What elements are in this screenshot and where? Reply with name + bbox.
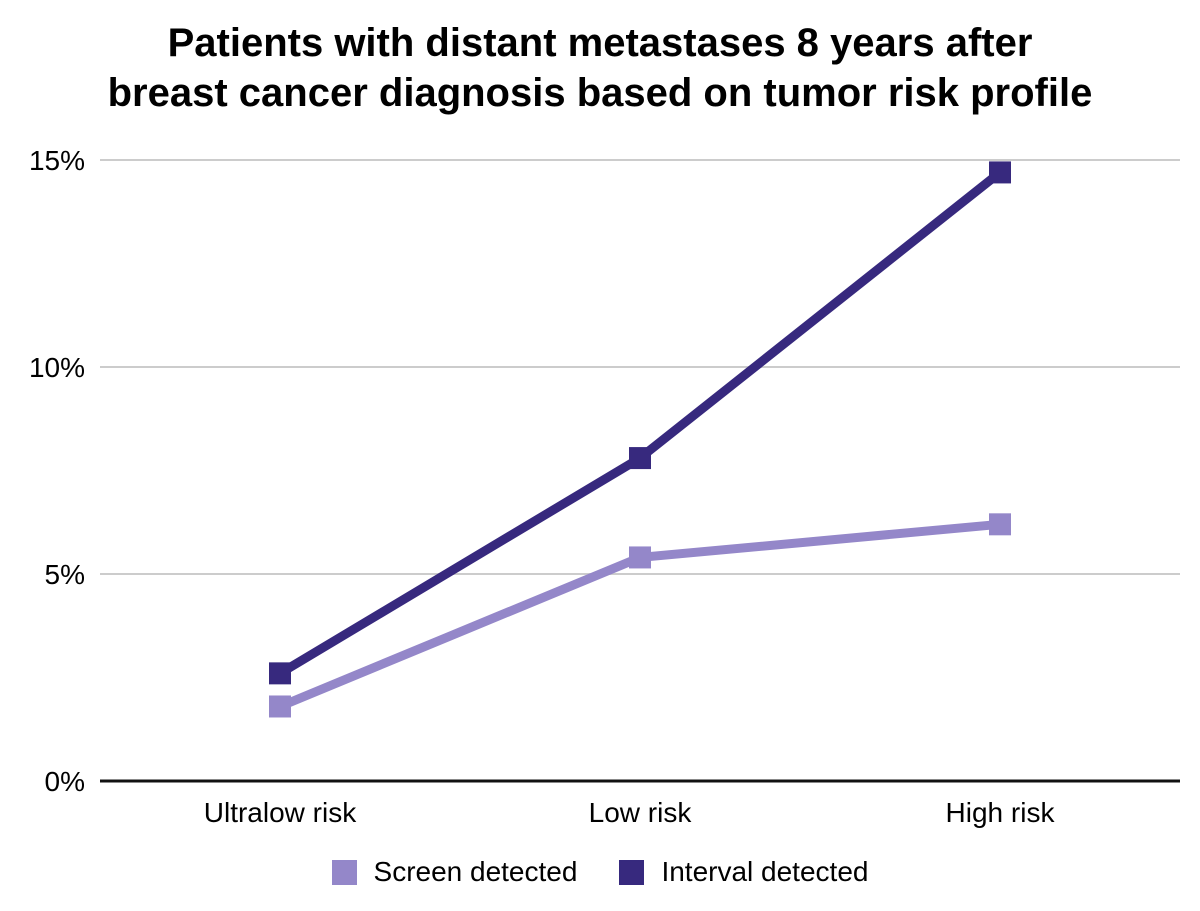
y-axis-tick-label: 15% xyxy=(29,145,85,176)
series-line-interval-detected xyxy=(277,168,1003,678)
data-point-marker-screen-detected xyxy=(989,513,1011,536)
y-axis-tick-label: 5% xyxy=(45,559,85,590)
legend-item-screen-detected: Screen detected xyxy=(331,856,578,888)
y-axis-tick-label: 0% xyxy=(45,766,85,797)
data-point-marker-screen-detected xyxy=(629,546,651,569)
y-axis-tick-label: 10% xyxy=(29,352,85,383)
legend-item-interval-detected: Interval detected xyxy=(619,856,868,888)
data-point-marker-screen-detected xyxy=(269,695,291,718)
chart-legend: Screen detected Interval detected xyxy=(0,856,1200,888)
chart-title-line1: Patients with distant metastases 8 years… xyxy=(167,21,1033,65)
legend-label-interval-detected: Interval detected xyxy=(661,856,869,887)
x-axis-label: High risk xyxy=(946,797,1056,828)
legend-swatch-interval-detected xyxy=(619,859,645,885)
x-axis-label: Low risk xyxy=(589,797,693,828)
legend-label-screen-detected: Screen detected xyxy=(373,856,578,887)
data-point-marker-interval-detected xyxy=(269,662,291,685)
chart-title: Patients with distant metastases 8 years… xyxy=(0,18,1200,118)
data-point-marker-interval-detected xyxy=(989,161,1011,184)
chart-title-line2: breast cancer diagnosis based on tumor r… xyxy=(107,71,1093,115)
x-axis-label: Ultralow risk xyxy=(204,797,357,828)
data-point-marker-interval-detected xyxy=(629,447,651,470)
legend-swatch-screen-detected xyxy=(331,859,357,885)
